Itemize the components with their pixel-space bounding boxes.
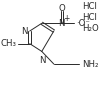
- Text: N: N: [21, 27, 28, 36]
- Text: N: N: [40, 56, 46, 65]
- Text: NH₂: NH₂: [82, 60, 98, 68]
- Text: CH₃: CH₃: [1, 39, 17, 48]
- Text: +: +: [64, 14, 70, 23]
- Text: H₂O: H₂O: [82, 24, 99, 33]
- Text: ·O⁻: ·O⁻: [76, 19, 90, 28]
- Text: HCl: HCl: [82, 13, 97, 22]
- Text: N: N: [59, 19, 65, 28]
- Text: HCl: HCl: [82, 2, 97, 11]
- Text: O: O: [58, 4, 65, 13]
